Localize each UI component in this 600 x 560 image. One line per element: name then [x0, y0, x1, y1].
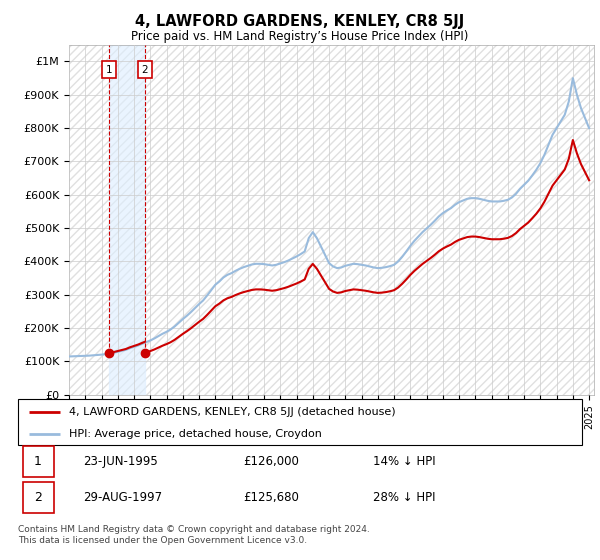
- Text: Price paid vs. HM Land Registry’s House Price Index (HPI): Price paid vs. HM Land Registry’s House …: [131, 30, 469, 43]
- Text: 2: 2: [34, 491, 41, 504]
- Text: 2: 2: [142, 65, 148, 75]
- Text: Contains HM Land Registry data © Crown copyright and database right 2024.
This d: Contains HM Land Registry data © Crown c…: [18, 525, 370, 545]
- FancyBboxPatch shape: [23, 482, 53, 513]
- Text: £126,000: £126,000: [244, 455, 299, 468]
- Text: HPI: Average price, detached house, Croydon: HPI: Average price, detached house, Croy…: [69, 429, 322, 438]
- Text: 28% ↓ HPI: 28% ↓ HPI: [373, 491, 436, 504]
- Bar: [109, 45, 145, 395]
- Text: 4, LAWFORD GARDENS, KENLEY, CR8 5JJ: 4, LAWFORD GARDENS, KENLEY, CR8 5JJ: [136, 14, 464, 29]
- Text: 14% ↓ HPI: 14% ↓ HPI: [373, 455, 436, 468]
- FancyBboxPatch shape: [23, 446, 53, 477]
- Text: 1: 1: [106, 65, 112, 75]
- Text: 4, LAWFORD GARDENS, KENLEY, CR8 5JJ (detached house): 4, LAWFORD GARDENS, KENLEY, CR8 5JJ (det…: [69, 407, 395, 417]
- Text: 29-AUG-1997: 29-AUG-1997: [83, 491, 162, 504]
- Text: 23-JUN-1995: 23-JUN-1995: [83, 455, 158, 468]
- Text: £125,680: £125,680: [244, 491, 299, 504]
- Text: 1: 1: [34, 455, 41, 468]
- FancyBboxPatch shape: [18, 399, 582, 445]
